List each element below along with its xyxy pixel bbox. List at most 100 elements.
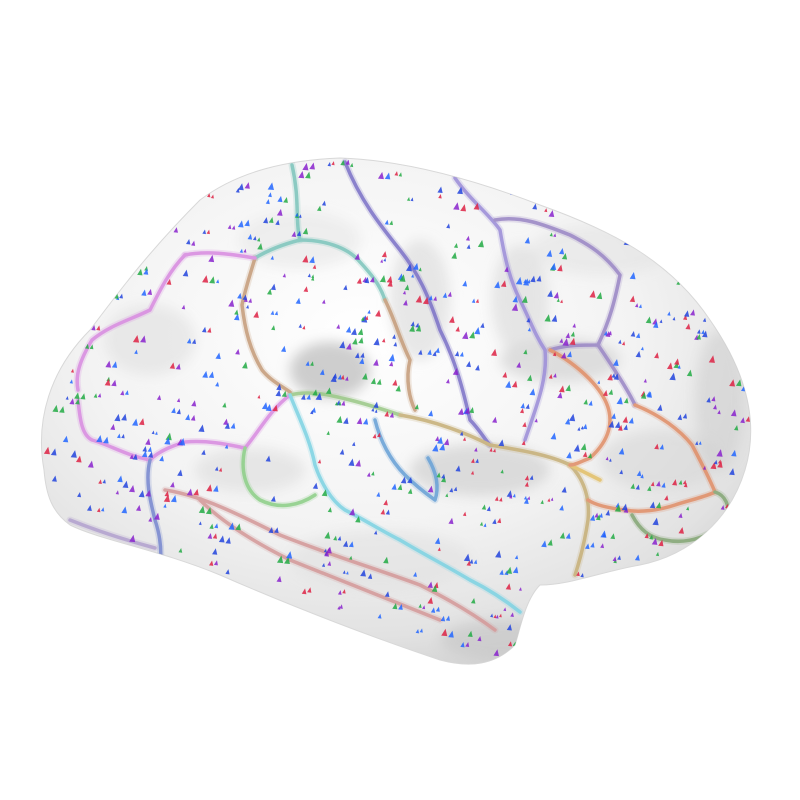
vertex-marker (432, 350, 437, 357)
vertex-marker (418, 349, 423, 355)
vertex-marker (473, 559, 478, 565)
vertex-marker (256, 237, 261, 242)
vertex-marker (566, 451, 572, 459)
vertex-marker (362, 418, 369, 425)
vertex-marker (590, 542, 595, 548)
vertex-marker (454, 351, 460, 357)
vertex-marker (434, 537, 441, 545)
vertex-marker (730, 409, 737, 417)
vertex-marker (437, 186, 443, 193)
vertex-marker (286, 551, 293, 559)
vertex-marker (504, 570, 509, 576)
vertex-marker (512, 566, 519, 574)
vertex-marker (678, 480, 683, 485)
parcel-rostral-middle-frontal-border (183, 251, 257, 260)
vertex-marker (296, 230, 302, 237)
vertex-marker (418, 603, 422, 608)
vertex-marker (630, 330, 636, 337)
vertex-marker (477, 239, 484, 248)
vertex-marker (132, 418, 139, 426)
vertex-marker (418, 267, 422, 272)
vertex-marker (702, 330, 708, 338)
vertex-marker (672, 316, 676, 321)
vertex-marker (560, 299, 563, 304)
vertex-marker (492, 448, 496, 453)
vertex-marker (277, 195, 283, 203)
vertex-marker (716, 449, 723, 457)
vertex-marker (106, 376, 111, 382)
vertex-marker (712, 404, 717, 410)
vertex-marker (516, 188, 522, 196)
vertex-marker (588, 400, 593, 406)
vertex-marker (354, 253, 360, 260)
vertex-marker (98, 479, 102, 485)
brain-body (41, 157, 752, 665)
vertex-marker (362, 372, 368, 380)
vertex-marker (415, 295, 422, 303)
vertex-marker (647, 485, 652, 492)
vertex-marker (96, 325, 101, 331)
vertex-marker (77, 492, 82, 498)
vertex-marker (170, 481, 175, 488)
vertex-marker (360, 316, 365, 321)
vertex-marker (435, 606, 440, 612)
vertex-marker (84, 343, 90, 349)
vertex-marker (271, 325, 276, 331)
vertex-marker (453, 486, 458, 492)
vertex-marker (534, 418, 538, 423)
vertex-marker (373, 337, 380, 346)
vertex-marker (391, 483, 397, 490)
vertex-marker (381, 338, 386, 343)
vertex-marker (502, 371, 508, 378)
vertex-marker (515, 276, 523, 285)
vertex-marker (565, 532, 571, 539)
vertex-marker (439, 443, 445, 451)
vertex-marker (377, 613, 382, 619)
vertex-marker (580, 425, 584, 430)
vertex-marker (310, 361, 314, 367)
parcel-superior-frontal-border (298, 238, 387, 302)
vertex-marker (384, 172, 391, 180)
vertex-marker (230, 422, 236, 429)
vertex-marker (623, 424, 628, 431)
vertex-marker (465, 360, 471, 368)
vertex-marker (242, 361, 248, 369)
vertex-marker (116, 433, 121, 439)
vertex-marker (65, 396, 69, 400)
vertex-marker (227, 224, 232, 230)
vertex-marker (474, 327, 481, 335)
vertex-marker (658, 539, 664, 547)
vertex-marker (376, 491, 381, 497)
vertex-marker (218, 535, 225, 543)
vertex-marker (635, 332, 641, 339)
vertex-marker (332, 373, 337, 379)
vertex-marker (514, 554, 519, 560)
vertex-marker (623, 397, 629, 404)
vertex-marker (524, 475, 529, 481)
vertex-marker (242, 294, 247, 301)
vertex-marker (583, 399, 588, 405)
vertex-marker (350, 327, 357, 336)
vertex-marker (608, 420, 615, 428)
vertex-marker (427, 581, 433, 589)
vertex-marker (462, 280, 468, 287)
vertex-marker (121, 413, 127, 421)
vertex-marker (470, 470, 474, 475)
vertex-marker (276, 208, 283, 216)
vertex-marker (656, 480, 661, 487)
vertex-marker (389, 412, 394, 418)
vertex-marker (137, 268, 143, 276)
vertex-marker (729, 379, 736, 387)
vertex-marker (686, 506, 690, 511)
vertex-marker (62, 435, 69, 443)
vertex-marker (225, 569, 230, 575)
vertex-marker (526, 317, 531, 323)
parcel-transverse-temporal-border (373, 418, 439, 502)
vertex-marker (312, 482, 318, 489)
vertex-marker (505, 583, 511, 590)
vertex-marker (267, 182, 274, 191)
vertex-marker (321, 562, 325, 568)
vertex-marker (657, 404, 663, 411)
vertex-marker (206, 229, 210, 235)
vertex-marker (640, 346, 644, 351)
